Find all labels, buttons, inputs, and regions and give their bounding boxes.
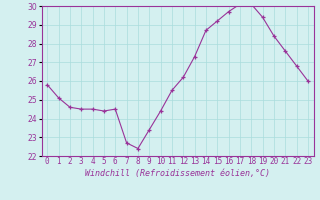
X-axis label: Windchill (Refroidissement éolien,°C): Windchill (Refroidissement éolien,°C) [85,169,270,178]
